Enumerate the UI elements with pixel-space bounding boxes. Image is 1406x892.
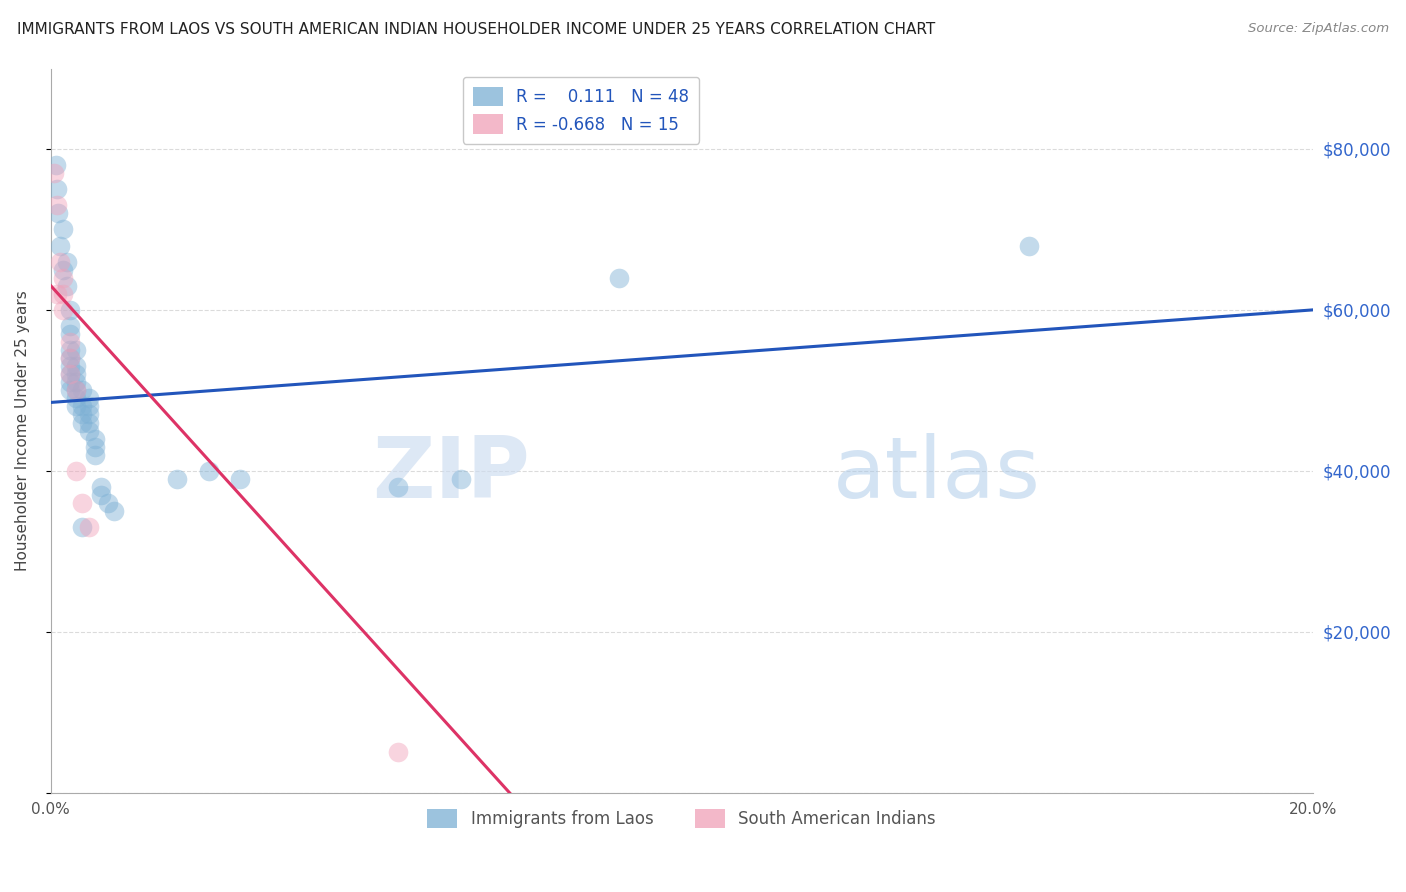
Point — [65, 392, 87, 406]
Text: Source: ZipAtlas.com: Source: ZipAtlas.com — [1249, 22, 1389, 36]
Point — [103, 504, 125, 518]
Point — [77, 520, 100, 534]
Point — [59, 351, 82, 366]
Point — [1018, 238, 1040, 252]
Point — [72, 384, 94, 398]
Point — [77, 408, 100, 422]
Point — [49, 238, 72, 252]
Point — [166, 472, 188, 486]
Point — [42, 166, 65, 180]
Point — [49, 254, 72, 268]
Point — [52, 270, 75, 285]
Point — [65, 384, 87, 398]
Text: ZIP: ZIP — [373, 433, 530, 516]
Point — [59, 376, 82, 390]
Point — [59, 384, 82, 398]
Point — [72, 400, 94, 414]
Point — [59, 368, 82, 382]
Point — [59, 318, 82, 333]
Point — [46, 286, 69, 301]
Point — [65, 376, 87, 390]
Point — [65, 359, 87, 374]
Point — [59, 359, 82, 374]
Point — [387, 746, 409, 760]
Point — [52, 222, 75, 236]
Point — [90, 480, 112, 494]
Point — [59, 343, 82, 358]
Point — [90, 488, 112, 502]
Point — [72, 520, 94, 534]
Point — [72, 496, 94, 510]
Point — [52, 302, 75, 317]
Point — [450, 472, 472, 486]
Point — [72, 416, 94, 430]
Point — [65, 343, 87, 358]
Point — [65, 464, 87, 478]
Point — [55, 254, 77, 268]
Point — [59, 302, 82, 317]
Point — [77, 424, 100, 438]
Y-axis label: Householder Income Under 25 years: Householder Income Under 25 years — [15, 290, 30, 571]
Point — [84, 432, 107, 446]
Point — [59, 326, 82, 341]
Point — [77, 392, 100, 406]
Point — [59, 334, 82, 349]
Point — [84, 448, 107, 462]
Point — [59, 368, 82, 382]
Point — [197, 464, 219, 478]
Point — [65, 384, 87, 398]
Point — [52, 262, 75, 277]
Point — [65, 400, 87, 414]
Text: atlas: atlas — [834, 433, 1042, 516]
Point — [46, 198, 69, 212]
Point — [52, 286, 75, 301]
Point — [77, 416, 100, 430]
Point — [48, 206, 70, 220]
Point — [229, 472, 252, 486]
Point — [72, 408, 94, 422]
Point — [607, 270, 630, 285]
Point — [65, 368, 87, 382]
Point — [77, 400, 100, 414]
Point — [387, 480, 409, 494]
Point — [84, 440, 107, 454]
Text: IMMIGRANTS FROM LAOS VS SOUTH AMERICAN INDIAN HOUSEHOLDER INCOME UNDER 25 YEARS : IMMIGRANTS FROM LAOS VS SOUTH AMERICAN I… — [17, 22, 935, 37]
Point — [45, 158, 67, 172]
Point — [59, 351, 82, 366]
Point — [46, 182, 69, 196]
Point — [97, 496, 120, 510]
Legend: Immigrants from Laos, South American Indians: Immigrants from Laos, South American Ind… — [420, 803, 943, 835]
Point — [55, 278, 77, 293]
